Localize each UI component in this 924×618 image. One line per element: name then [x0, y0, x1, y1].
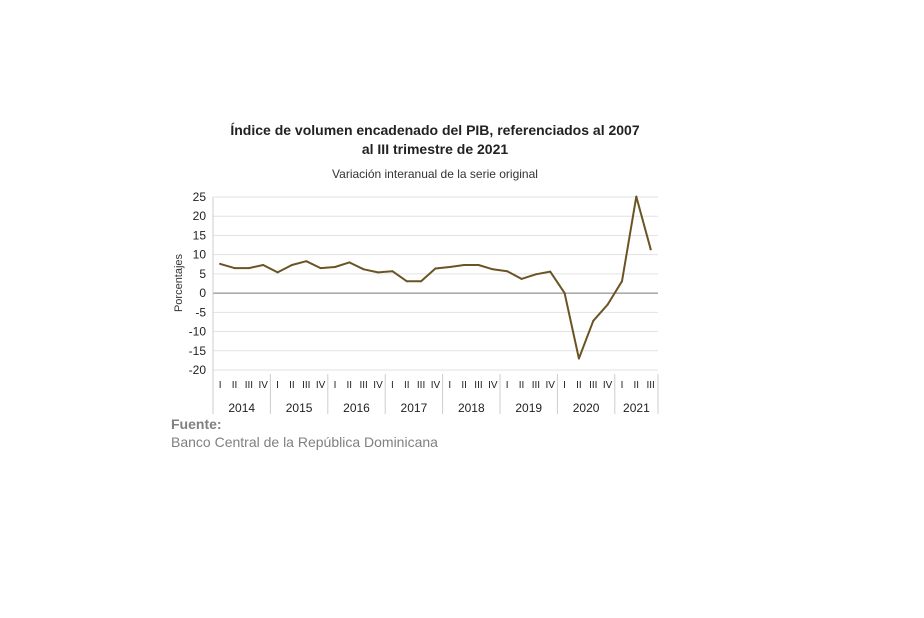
quarter-label: II [519, 380, 525, 391]
data-point [305, 260, 308, 263]
data-point [377, 271, 379, 274]
data-point [448, 266, 451, 268]
series-layer [219, 195, 652, 360]
quarter-label: IV [431, 380, 441, 391]
data-point [606, 303, 609, 306]
quarter-label: IV [316, 380, 326, 391]
year-label: 2017 [401, 401, 428, 415]
data-point [219, 262, 222, 265]
quarter-label: I [448, 380, 451, 391]
source-text: Banco Central de la República Dominicana [171, 434, 438, 450]
data-point [592, 319, 595, 322]
quarter-label: III [360, 380, 368, 391]
y-tick-labels: 25 20 15 10 5 0 -5 -10 -15 -20 [189, 190, 207, 377]
quarter-label: I [391, 380, 394, 391]
quarter-label: III [302, 380, 310, 391]
y-tick-label: 10 [193, 248, 207, 262]
quarter-label: IV [258, 380, 268, 391]
data-point [420, 280, 423, 283]
quarter-label: I [334, 380, 337, 391]
data-point [434, 267, 437, 270]
chart-title: Índice de volumen encadenado del PIB, re… [200, 121, 670, 159]
data-point [334, 266, 336, 268]
quarter-label: I [563, 380, 566, 391]
quarter-label: III [589, 380, 597, 391]
data-point [391, 270, 394, 273]
quarter-label: II [634, 380, 640, 391]
y-tick-label: 5 [199, 267, 206, 281]
quarter-label: III [417, 380, 425, 391]
data-point [506, 270, 509, 273]
y-tick-label: -15 [189, 344, 207, 358]
year-label: 2018 [458, 401, 485, 415]
y-tick-label: -5 [195, 305, 206, 319]
y-tick-label: 20 [193, 209, 207, 223]
quarter-label: II [576, 380, 582, 391]
axes [212, 197, 659, 414]
quarter-label: I [621, 380, 624, 391]
quarter-label: I [219, 380, 222, 391]
data-point [534, 273, 537, 276]
year-label: 2021 [623, 401, 650, 415]
data-point [563, 292, 566, 295]
quarter-label: II [404, 380, 410, 391]
quarter-label: IV [603, 380, 613, 391]
quarter-label: III [532, 380, 540, 391]
data-point [247, 267, 250, 270]
quarter-label: II [289, 380, 295, 391]
data-point [290, 264, 293, 266]
data-point [491, 268, 494, 271]
data-point [477, 264, 480, 266]
year-label: 2014 [228, 401, 255, 415]
quarter-label: III [245, 380, 253, 391]
year-label: 2016 [343, 401, 370, 415]
data-point [233, 267, 236, 270]
quarter-label: IV [488, 380, 498, 391]
quarter-label: II [347, 380, 353, 391]
quarter-label: III [647, 380, 655, 391]
quarter-label: II [232, 380, 238, 391]
y-axis-title: Porcentajes [173, 253, 185, 312]
data-point [635, 195, 638, 198]
data-point [520, 277, 523, 280]
data-point [405, 280, 408, 283]
chart-title-line-1: Índice de volumen encadenado del PIB, re… [230, 122, 640, 138]
y-tick-label: 0 [199, 286, 206, 300]
quarter-label: III [474, 380, 482, 391]
year-label: 2015 [286, 401, 313, 415]
series-line [219, 195, 652, 360]
x-axis-categories: I II III IV I II III IV I II III IV I II III IV I II III IV… [219, 380, 655, 415]
data-point [577, 357, 580, 360]
year-label: 2019 [515, 401, 542, 415]
y-tick-label: 15 [193, 228, 207, 242]
chart-subtitle: Variación interanual de la serie origina… [332, 167, 538, 181]
data-point [319, 267, 322, 270]
quarter-label: I [276, 380, 279, 391]
quarter-label: II [461, 380, 467, 391]
quarter-label: IV [545, 380, 555, 391]
y-tick-label: -10 [189, 325, 207, 339]
data-point [362, 268, 365, 271]
year-label: 2020 [573, 401, 600, 415]
data-point [276, 271, 279, 274]
grid-lines [213, 196, 658, 371]
data-point [463, 264, 466, 266]
quarter-label: I [506, 380, 509, 391]
data-point [621, 280, 623, 283]
data-point [262, 264, 265, 266]
chart-title-line-2: al III trimestre de 2021 [361, 141, 509, 157]
data-point [348, 261, 351, 264]
data-point [649, 248, 652, 251]
y-tick-label: 25 [193, 190, 207, 204]
source-label: Fuente: [171, 416, 222, 432]
quarter-label: IV [373, 380, 383, 391]
y-tick-label: -20 [189, 363, 207, 377]
data-point [549, 270, 552, 273]
